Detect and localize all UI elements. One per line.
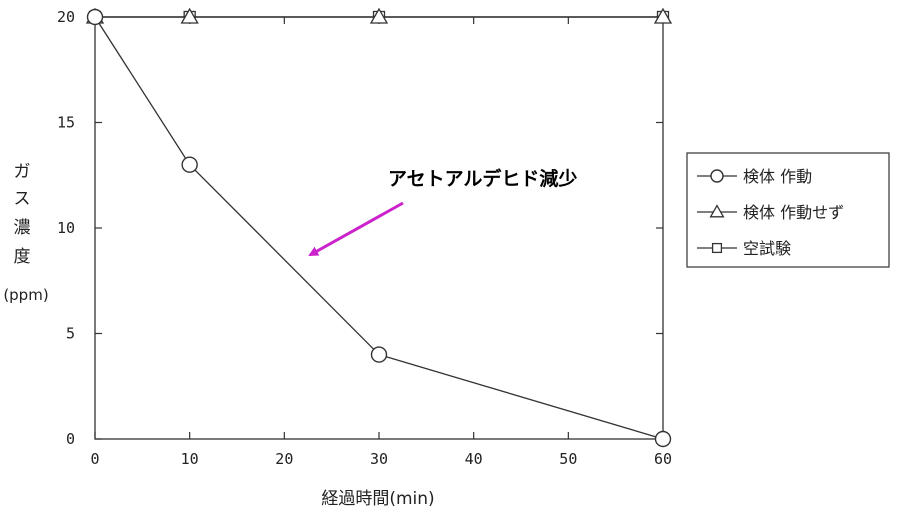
y-tick-label: 5: [66, 325, 75, 343]
y-axis-unit: (ppm): [3, 286, 48, 304]
x-axis-title: 経過時間(min): [321, 489, 434, 509]
series-layer: [85, 7, 673, 448]
legend-item: 検体 作動: [697, 167, 812, 186]
legend-label: 空試験: [743, 239, 791, 258]
plot-frame: [94, 16, 664, 440]
data-point-circle: [181, 156, 198, 173]
data-point-triangle: [369, 7, 389, 24]
x-axis-ticks: 0 10 20 30 40 50 60: [90, 17, 672, 468]
data-point-triangle: [180, 7, 199, 24]
y-axis-title: ガ ス 濃 度 (ppm): [3, 162, 48, 304]
annotation-arrow: [308, 201, 404, 257]
y-tick-label: 10: [57, 219, 75, 237]
data-point-triangle: [653, 7, 673, 24]
y-axis-title-char: 濃: [14, 218, 31, 238]
x-tick-label: 10: [181, 450, 199, 468]
series-triangle: [85, 7, 673, 24]
x-tick-label: 50: [559, 450, 577, 468]
series-line: [94, 16, 664, 440]
data-point-circle: [370, 346, 388, 363]
y-axis-title-char: 度: [14, 247, 31, 267]
legend-label: 検体 作動せず: [743, 203, 844, 222]
annotation-text: アセトアルデヒド減少: [388, 167, 577, 190]
legend-item: 検体 作動せず: [697, 203, 844, 222]
x-tick-label: 40: [465, 450, 483, 468]
y-axis-title-char: ガ: [14, 162, 31, 182]
y-tick-label: 15: [57, 114, 75, 132]
data-point-square: [711, 242, 723, 254]
x-tick-label: 30: [370, 450, 388, 468]
y-tick-label: 0: [66, 430, 75, 448]
x-tick-label: 60: [654, 450, 672, 468]
x-tick-label: 20: [275, 450, 293, 468]
legend-label: 検体 作動: [743, 167, 812, 186]
y-tick-label: 20: [57, 8, 75, 26]
y-axis-ticks: 0 5 10 15 20: [57, 8, 663, 448]
series-circle: [86, 8, 672, 448]
data-point-circle: [710, 169, 724, 183]
y-axis-title-char: ス: [14, 189, 31, 209]
x-tick-label: 0: [90, 450, 99, 468]
data-point-circle: [86, 8, 104, 26]
data-point-circle: [654, 430, 672, 448]
data-point-triangle: [709, 204, 725, 218]
legend-item: 空試験: [697, 239, 791, 258]
